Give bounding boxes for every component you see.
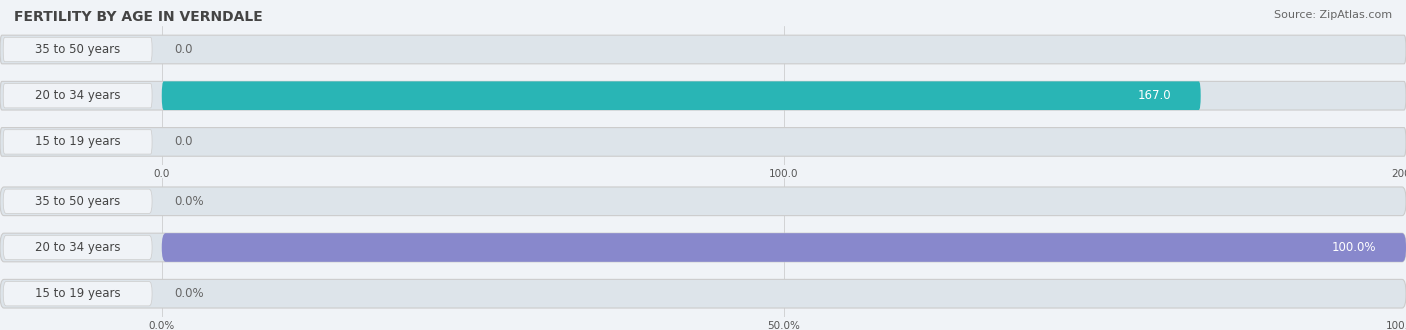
Text: 20 to 34 years: 20 to 34 years bbox=[35, 241, 121, 254]
FancyBboxPatch shape bbox=[3, 37, 152, 62]
FancyBboxPatch shape bbox=[3, 189, 152, 214]
Text: 0.0: 0.0 bbox=[174, 135, 193, 148]
Text: 167.0: 167.0 bbox=[1137, 89, 1171, 102]
FancyBboxPatch shape bbox=[0, 128, 1406, 156]
FancyBboxPatch shape bbox=[3, 130, 152, 154]
FancyBboxPatch shape bbox=[0, 280, 1406, 308]
FancyBboxPatch shape bbox=[162, 233, 1406, 262]
Text: Source: ZipAtlas.com: Source: ZipAtlas.com bbox=[1274, 10, 1392, 20]
FancyBboxPatch shape bbox=[0, 82, 1406, 110]
FancyBboxPatch shape bbox=[0, 35, 1406, 64]
Text: 0.0%: 0.0% bbox=[174, 195, 204, 208]
Text: 15 to 19 years: 15 to 19 years bbox=[35, 287, 121, 300]
Text: 35 to 50 years: 35 to 50 years bbox=[35, 43, 121, 56]
Text: 15 to 19 years: 15 to 19 years bbox=[35, 135, 121, 148]
Text: 20 to 34 years: 20 to 34 years bbox=[35, 89, 121, 102]
FancyBboxPatch shape bbox=[0, 233, 1406, 262]
FancyBboxPatch shape bbox=[0, 187, 1406, 215]
Text: FERTILITY BY AGE IN VERNDALE: FERTILITY BY AGE IN VERNDALE bbox=[14, 10, 263, 24]
FancyBboxPatch shape bbox=[3, 281, 152, 306]
FancyBboxPatch shape bbox=[3, 83, 152, 108]
Text: 0.0%: 0.0% bbox=[174, 287, 204, 300]
Text: 0.0: 0.0 bbox=[174, 43, 193, 56]
Text: 35 to 50 years: 35 to 50 years bbox=[35, 195, 121, 208]
Text: 100.0%: 100.0% bbox=[1331, 241, 1376, 254]
FancyBboxPatch shape bbox=[162, 82, 1201, 110]
FancyBboxPatch shape bbox=[3, 235, 152, 260]
